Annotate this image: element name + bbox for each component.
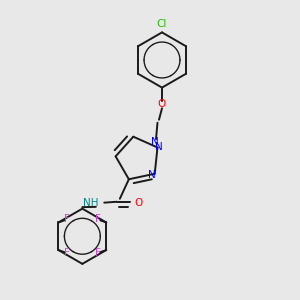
Text: F: F <box>64 248 70 258</box>
Text: F: F <box>95 214 101 224</box>
Text: NH: NH <box>83 198 99 208</box>
Text: O: O <box>135 198 143 208</box>
Text: O: O <box>158 99 166 109</box>
Text: N: N <box>148 170 156 180</box>
Text: N: N <box>155 142 163 152</box>
Text: N: N <box>151 137 158 147</box>
Text: F: F <box>95 248 101 258</box>
Text: F: F <box>64 214 70 224</box>
Text: Cl: Cl <box>157 19 167 29</box>
